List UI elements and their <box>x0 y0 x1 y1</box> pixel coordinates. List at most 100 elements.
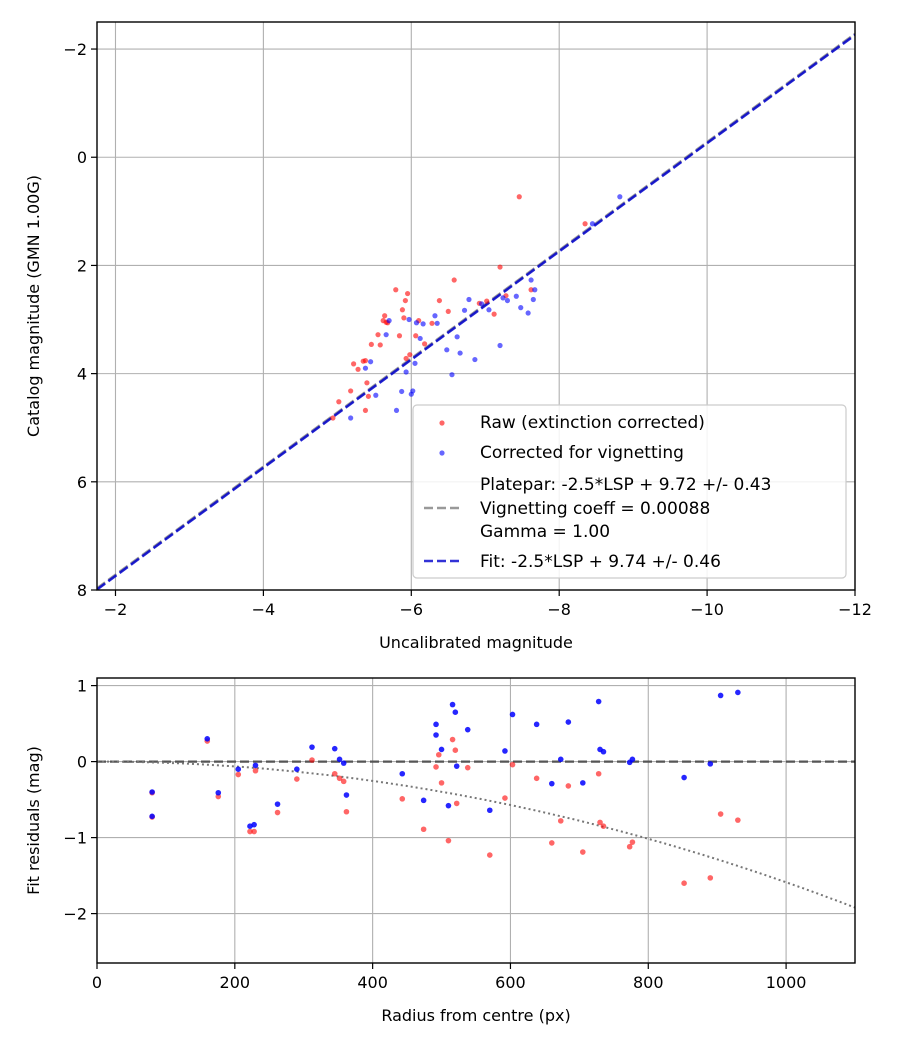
corrected-point <box>464 726 471 733</box>
raw-point <box>364 380 370 386</box>
raw-point <box>429 320 435 326</box>
raw-point <box>402 297 408 304</box>
corrected-point <box>486 807 493 814</box>
plot-content <box>97 32 855 590</box>
y-tick-label: −2 <box>63 40 87 59</box>
raw-point <box>438 780 445 786</box>
raw-point <box>401 315 407 321</box>
raw-point <box>396 333 403 339</box>
corrected-point <box>617 194 623 200</box>
corrected-point <box>274 801 281 807</box>
raw-point <box>486 852 493 858</box>
corrected-point <box>399 388 405 395</box>
corrected-point <box>472 356 478 363</box>
raw-point <box>491 311 497 317</box>
raw-point <box>377 342 383 348</box>
x-tick-label: −4 <box>252 600 276 619</box>
corrected-point <box>629 756 636 763</box>
axes-frame <box>96 677 856 964</box>
corrected-point <box>528 277 534 283</box>
legend-marker <box>439 420 445 426</box>
y-tick-label: 1 <box>77 677 87 696</box>
corrected-point <box>235 766 242 772</box>
x-axis-label: Uncalibrated magnitude <box>379 633 573 652</box>
raw-point <box>557 818 564 824</box>
raw-point <box>407 352 413 358</box>
corrected-point <box>149 813 155 820</box>
y-tick-label: 0 <box>77 753 87 772</box>
raw-point <box>422 341 428 347</box>
corrected-point <box>502 748 508 754</box>
legend-entry-text: Gamma = 1.00 <box>480 522 610 542</box>
corrected-point <box>589 221 596 227</box>
raw-point <box>565 783 572 789</box>
corrected-point <box>406 316 412 323</box>
corrected-point <box>453 763 460 769</box>
raw-point <box>393 287 399 293</box>
raw-point <box>629 839 636 845</box>
legend-box <box>412 404 847 579</box>
raw-point <box>681 880 687 886</box>
raw-point <box>404 290 411 297</box>
axes-frame <box>96 21 856 591</box>
corrected-point <box>438 746 445 753</box>
raw-point <box>436 297 442 304</box>
raw-point <box>549 840 555 846</box>
raw-point <box>351 361 357 367</box>
corrected-point <box>445 802 452 809</box>
raw-point <box>449 736 456 743</box>
legend: Raw (extinction corrected) Corrected for … <box>412 404 847 579</box>
legend-entry-text: Corrected for vignetting <box>480 443 684 463</box>
raw-point <box>484 298 490 304</box>
raw-point <box>533 775 540 782</box>
corrected-point <box>432 313 438 319</box>
raw-point <box>516 194 522 200</box>
corrected-point <box>518 305 524 311</box>
corrected-point <box>348 415 354 421</box>
corrected-point <box>580 780 586 786</box>
raw-point <box>582 221 588 227</box>
x-tick-label: −12 <box>838 600 872 619</box>
y-axis-label: Catalog magnitude (GMN 1.00G) <box>24 175 43 437</box>
x-tick-label: 400 <box>357 973 388 992</box>
corrected-point <box>373 392 379 398</box>
raw-point <box>528 287 534 293</box>
raw-point <box>595 770 602 777</box>
raw-point <box>445 837 452 844</box>
raw-point <box>502 795 508 801</box>
y-tick-label: 4 <box>77 365 87 384</box>
raw-point <box>420 826 427 833</box>
x-tick-label: 1000 <box>766 973 807 992</box>
x-tick-label: −6 <box>399 600 423 619</box>
corrected-point <box>466 296 472 303</box>
corrected-point <box>393 407 400 414</box>
raw-point <box>330 415 336 421</box>
raw-point <box>247 828 253 835</box>
x-tick-label: 600 <box>495 973 526 992</box>
corrected-point <box>449 372 455 378</box>
raw-point <box>445 308 451 315</box>
corrected-point <box>735 689 741 696</box>
legend-entry-text: Fit: -2.5*LSP + 9.74 +/- 0.46 <box>480 552 721 572</box>
raw-point <box>413 333 419 339</box>
corrected-point <box>486 307 492 313</box>
corrected-point <box>595 698 602 705</box>
corrected-point <box>368 359 374 365</box>
corrected-point <box>399 770 406 777</box>
raw-point <box>707 875 714 881</box>
raw-point <box>375 332 381 338</box>
corrected-point <box>504 297 511 304</box>
corrected-point <box>452 709 459 715</box>
corrected-point <box>336 756 343 763</box>
raw-point <box>274 809 281 816</box>
corrected-point <box>331 745 338 752</box>
corrected-point <box>532 287 538 293</box>
residuals-plot: 0 200 400 600 800 1000 1 0 −1 −2 Radius from centr… <box>24 677 856 1025</box>
raw-point <box>331 770 338 777</box>
corrected-point <box>600 748 607 755</box>
corrected-point <box>500 295 506 301</box>
legend-entry-text: Platepar: -2.5*LSP + 9.72 +/- 0.43 <box>480 475 771 495</box>
x-tick-label: −8 <box>547 600 571 619</box>
raw-point <box>382 313 388 319</box>
vignetting-curve <box>97 760 855 909</box>
